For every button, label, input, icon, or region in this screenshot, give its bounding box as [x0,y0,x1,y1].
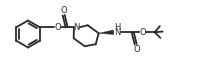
Polygon shape [99,30,114,34]
Text: O: O [139,28,146,37]
Text: H: H [115,23,121,32]
Text: O: O [60,6,67,15]
Text: O: O [54,23,61,32]
Text: O: O [133,45,140,54]
Text: N: N [73,23,80,32]
Text: N: N [115,28,121,37]
